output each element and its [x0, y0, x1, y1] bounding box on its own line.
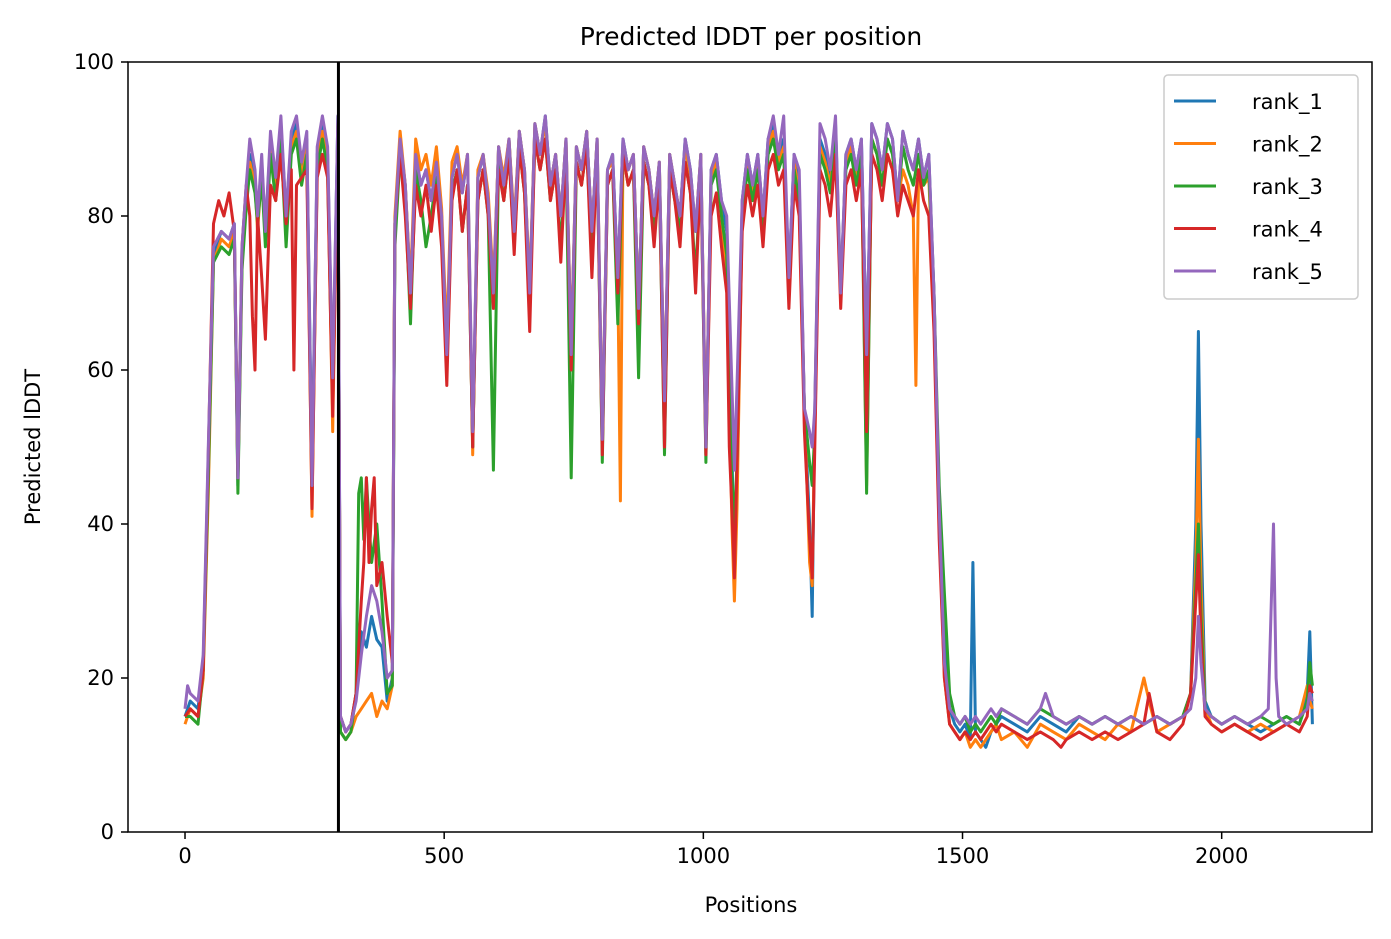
legend: rank_1 rank_2 rank_3 rank_4 rank_5: [1163, 74, 1359, 300]
legend-label-rank_4: rank_4: [1252, 218, 1323, 243]
series-line-rank_3: [185, 129, 1314, 742]
series-line-rank_5: [183, 114, 1314, 734]
legend-label-rank_5: rank_5: [1252, 260, 1323, 285]
legend-label-rank_3: rank_3: [1252, 175, 1323, 200]
legend-label-rank_1: rank_1: [1252, 90, 1323, 115]
y-tick-label: 40: [87, 512, 114, 536]
y-tick-label: 20: [87, 666, 114, 690]
legend-box: [1163, 74, 1359, 300]
y-tick-label: 80: [87, 204, 114, 228]
plot-frame: [127, 61, 1373, 833]
legend-label-rank_2: rank_2: [1252, 133, 1323, 158]
x-tick-label: 500: [424, 844, 464, 868]
y-tick-label: 60: [87, 358, 114, 382]
x-axis: 0 500 1000 1500 2000: [178, 832, 1248, 868]
plot-area: [127, 61, 1373, 833]
y-tick-label: 100: [74, 50, 114, 74]
x-tick-label: 0: [178, 844, 191, 868]
x-tick-label: 2000: [1195, 844, 1248, 868]
x-tick-label: 1000: [677, 844, 730, 868]
x-axis-title: Positions: [705, 893, 798, 917]
y-axis-title: Predicted lDDT: [21, 369, 45, 525]
chart-title: Predicted lDDT per position: [580, 22, 922, 51]
y-axis: 0 20 40 60 80 100: [74, 50, 128, 844]
x-tick-label: 1500: [936, 844, 989, 868]
y-tick-label: 0: [101, 820, 114, 844]
